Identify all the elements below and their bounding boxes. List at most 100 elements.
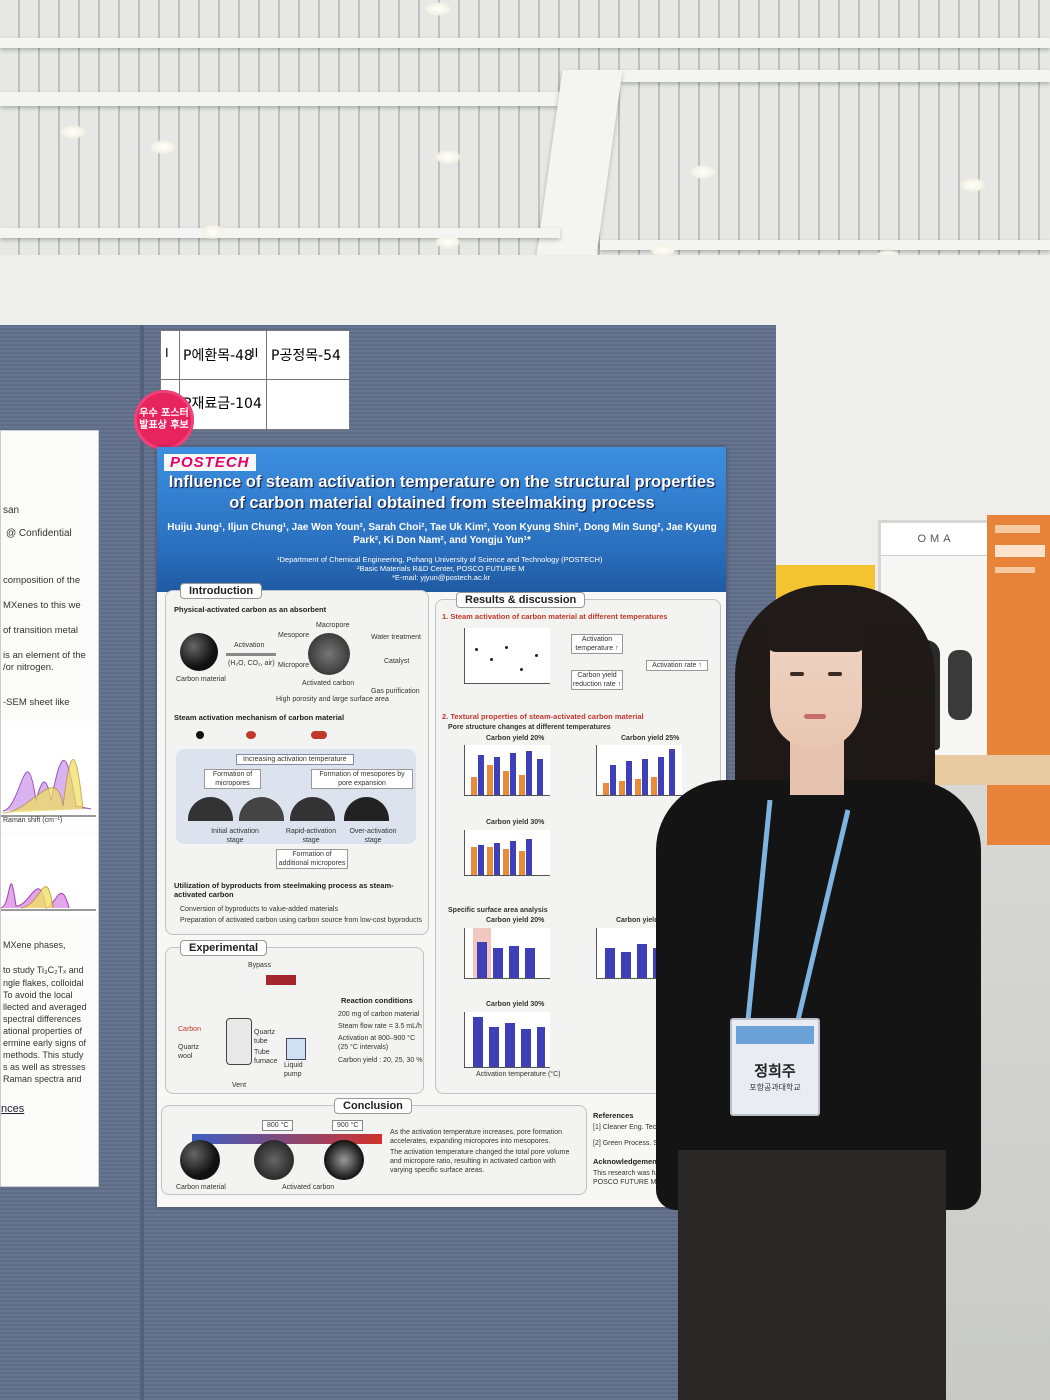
label: Initial activation stage [211,828,259,844]
orange-banner [987,515,1050,845]
subheading: References [593,1111,634,1120]
label: Bypass [248,962,271,969]
bar [487,847,493,875]
ceiling-light [435,150,461,164]
bar [509,946,519,978]
bar [489,1027,499,1067]
label: Formation of micropores [204,769,261,789]
label: Liquid pump [284,1062,303,1078]
ceiling-light [690,165,716,179]
section-title: Experimental [180,940,268,956]
scatter-point [520,668,523,671]
bar [510,841,516,875]
label: Carbon [178,1026,201,1033]
scatter-point [505,646,508,649]
left-poster-text: ngle flakes, colloidal [3,978,84,988]
bar [621,952,631,978]
carbon-sphere-icon [180,633,218,671]
left-poster-text: to study Ti₃C₂Tₓ and [3,965,84,975]
label: Macropore [316,622,350,629]
bar [510,753,516,795]
left-poster-text: s as well as stresses [3,1062,86,1072]
label: Activation temperature ↑ [571,634,623,654]
label: Tube furnace [254,1049,278,1065]
booth-number: P공정목-54 [271,348,341,364]
bullet: Preparation of activated carbon using ca… [180,917,423,924]
bar [637,944,647,978]
section-title: Conclusion [334,1098,412,1114]
liquid-pump-icon [286,1038,306,1060]
chart-title: Carbon yield 25% [621,735,680,742]
bar [525,948,535,978]
card-divider [266,331,267,429]
booth-sign: OMA [881,523,991,556]
label: Catalyst [384,658,410,665]
carbon-yield-scatter [464,628,550,684]
bar [537,759,543,795]
poster-authors: Huiju Jung¹, Iljun Chung¹, Jae Won Youn²… [167,522,717,546]
pore-volume-chart-25 [596,745,682,796]
chart-title: Carbon yield 30% [486,1001,545,1008]
left-poster-heading: nces [1,1103,25,1115]
note: High porosity and large surface area [276,696,389,703]
postech-logo: POSTECH [164,454,256,471]
poster-title: Influence of steam activation temperatur… [168,473,716,512]
left-poster-text: MXenes to this we [3,600,81,611]
arrow-icon [226,653,276,656]
surface-area-chart-20 [464,928,550,979]
booth-number: P에환목-48 [183,348,253,364]
ceiling-light [150,140,176,154]
background-person [948,650,972,720]
label: Carbon yield reduction rate ↑ [571,670,623,690]
label: Gas purification [371,688,420,695]
scatter-point [535,654,538,657]
label: Activation rate ↑ [646,660,708,671]
person-face [768,610,864,750]
booth-number-card: I P에환목-48 II P공정목-54 P재료금-104 [160,330,350,430]
label: (H₂O, CO₂, air) [228,660,275,667]
label: Activation [234,642,265,649]
bar [526,751,532,795]
subheading: 1. Steam activation of carbon material a… [442,612,668,621]
bar [610,765,616,795]
award-sticker: 우수 포스터 발표상 후보 [134,390,194,450]
label: Carbon material [176,1184,226,1191]
bar [619,781,625,795]
left-poster-text: composition of the [3,575,81,586]
banner-text-line [995,545,1045,557]
left-poster-text: -SEM sheet like [3,697,70,708]
bar [503,849,509,875]
pore-volume-chart-20 [464,745,550,796]
left-poster-text: MXene phases, [3,940,66,950]
subheading: Utilization of byproducts from steelmaki… [174,881,394,899]
person-torso [656,780,981,1210]
bar [478,845,484,875]
booth-number: P재료금-104 [183,396,262,412]
bar [651,777,657,795]
email: *E-mail: yjyun@postech.ac.kr [392,573,491,582]
left-poster: san @ Confidential composition of the MX… [0,430,99,1187]
ceiling-light [200,225,226,239]
molecule-icon [246,731,256,739]
left-poster-text: ational properties of [3,1026,83,1036]
label: 800 °C [262,1120,294,1131]
ceiling-beam [0,92,560,106]
bullet: Conversion of byproducts to value-added … [180,906,338,913]
chart-title: Carbon yield 30% [486,819,545,826]
bar [503,771,509,795]
scatter-point [490,658,493,661]
subheading: Pore structure changes at different temp… [448,724,611,731]
activated-carbon-icon [254,1140,294,1180]
bar [626,761,632,795]
bar [669,749,675,795]
bullet: Activation at 800–900 °C (25 °C interval… [338,1035,416,1051]
person-bangs [768,610,864,652]
row-marker: I [165,345,169,360]
card-row [161,331,349,380]
left-poster-text: san [3,505,20,516]
person-pants [678,1150,946,1400]
surface-area-chart-30 [464,1012,550,1068]
introduction-section: Introduction Physical-activated carbon a… [165,583,429,935]
row-marker: II [251,345,259,360]
card-divider [179,331,180,429]
